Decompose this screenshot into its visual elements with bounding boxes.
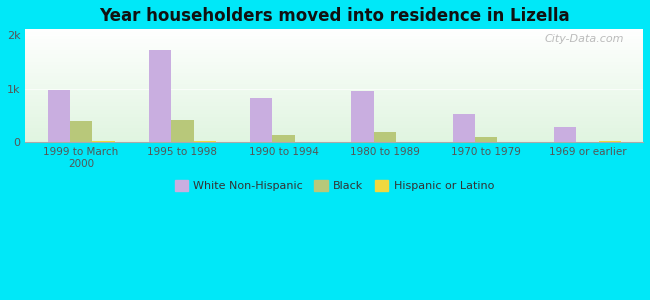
Bar	[452, 114, 475, 142]
Bar	[272, 136, 294, 142]
Bar	[171, 120, 194, 142]
Title: Year householders moved into residence in Lizella: Year householders moved into residence i…	[99, 7, 569, 25]
Bar	[47, 90, 70, 142]
Bar	[194, 141, 216, 142]
Bar	[374, 132, 396, 142]
Bar	[475, 136, 497, 142]
Bar	[599, 141, 621, 142]
Bar	[250, 98, 272, 142]
Bar	[554, 128, 577, 142]
Text: City-Data.com: City-Data.com	[545, 34, 625, 44]
Legend: White Non-Hispanic, Black, Hispanic or Latino: White Non-Hispanic, Black, Hispanic or L…	[170, 176, 499, 196]
Bar	[149, 50, 171, 142]
Bar	[70, 122, 92, 142]
Bar	[352, 91, 374, 142]
Bar	[92, 141, 114, 142]
